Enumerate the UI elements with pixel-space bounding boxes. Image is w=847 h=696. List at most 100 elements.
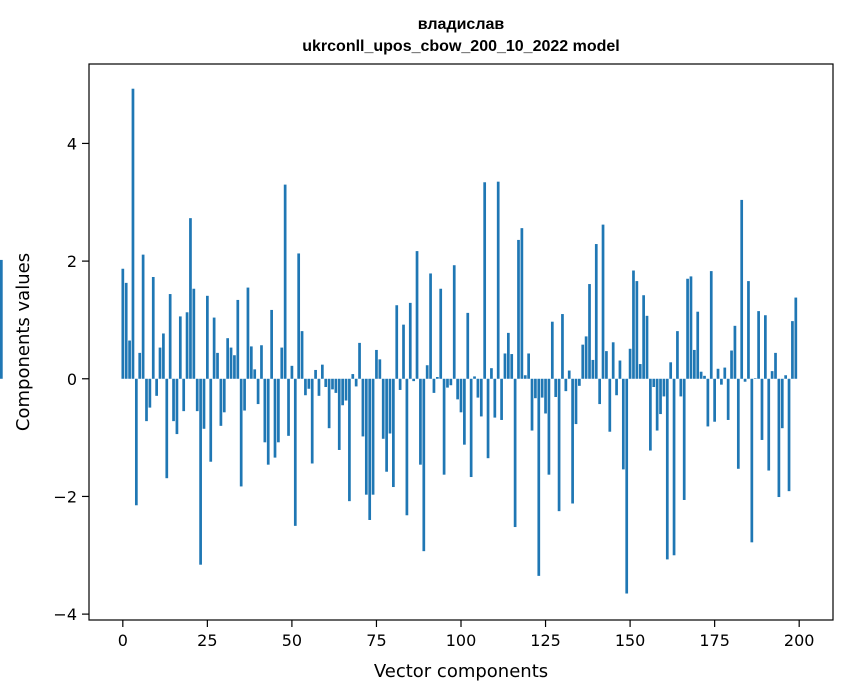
bar: [537, 378, 541, 576]
bar: [635, 281, 639, 379]
bar: [720, 378, 723, 385]
bar: [178, 316, 182, 379]
bar: [550, 321, 554, 379]
bar: [412, 378, 416, 382]
bar: [571, 378, 574, 504]
bar: [121, 268, 125, 379]
bar: [703, 375, 706, 379]
bar: [740, 199, 744, 379]
bar: [392, 378, 395, 488]
bar: [669, 362, 673, 379]
bar: [452, 265, 456, 379]
bar: [794, 297, 798, 379]
bar: [767, 378, 771, 471]
bar: [415, 251, 419, 379]
bar: [588, 284, 591, 379]
bar: [246, 287, 250, 379]
bar: [665, 378, 669, 560]
bar: [561, 314, 564, 379]
bar: [503, 353, 507, 379]
bar: [155, 378, 158, 396]
bar: [212, 317, 216, 379]
bar: [584, 336, 588, 379]
bar: [760, 378, 764, 440]
bar: [419, 378, 422, 465]
bars-group: [0, 88, 798, 594]
bar: [195, 378, 199, 412]
bar: [222, 378, 226, 413]
bar: [243, 378, 246, 411]
bar: [757, 311, 760, 379]
bar: [506, 332, 510, 379]
bar: [534, 378, 537, 399]
bar: [141, 254, 145, 379]
bar: [145, 378, 148, 422]
bar: [429, 273, 432, 379]
bar: [206, 295, 209, 379]
bar: [662, 378, 666, 397]
y-tick-label: 4: [67, 134, 77, 153]
bar: [334, 378, 338, 393]
bar: [777, 378, 781, 498]
bar: [699, 371, 703, 379]
bar: [0, 259, 3, 379]
x-tick-label: 150: [615, 631, 646, 650]
bar: [469, 378, 473, 478]
bar: [621, 378, 625, 470]
bar: [341, 378, 344, 406]
bar: [574, 378, 578, 425]
bar: [618, 360, 622, 379]
bar: [249, 346, 253, 379]
bar: [280, 347, 284, 379]
bar: [753, 378, 757, 379]
bar: [736, 378, 740, 469]
bar: [591, 359, 595, 379]
bar: [398, 378, 402, 390]
bar: [655, 378, 659, 431]
bar: [517, 239, 520, 379]
bar: [594, 244, 598, 379]
bar: [689, 276, 693, 379]
x-tick-label: 100: [446, 631, 477, 650]
bar: [236, 299, 240, 379]
bar: [331, 378, 334, 390]
bar: [300, 331, 304, 379]
bar: [239, 378, 243, 487]
x-tick-label: 50: [282, 631, 302, 650]
bar: [162, 333, 165, 379]
bar: [743, 378, 747, 382]
bar: [780, 378, 784, 429]
bar: [172, 378, 175, 422]
bar: [422, 378, 426, 552]
bar: [649, 378, 652, 451]
bar: [293, 378, 297, 526]
y-axis-label: Components values: [13, 253, 34, 431]
bar: [483, 182, 487, 379]
bar: [764, 315, 767, 379]
bar: [158, 347, 162, 379]
bar: [307, 378, 311, 389]
bar: [770, 371, 774, 379]
bar: [405, 378, 409, 516]
x-tick-label: 0: [118, 631, 128, 650]
bar: [466, 312, 470, 379]
bar: [425, 365, 429, 379]
bar: [696, 311, 700, 379]
bar: [408, 302, 412, 379]
bar: [253, 369, 257, 379]
bar: [682, 378, 686, 500]
bar: [679, 378, 683, 397]
bar: [202, 378, 206, 429]
bar: [601, 224, 605, 379]
bar: [219, 378, 223, 426]
bar: [625, 378, 629, 594]
bar: [432, 378, 436, 393]
bar: [676, 331, 679, 379]
bar: [652, 378, 656, 388]
bar: [547, 378, 551, 475]
bar: [304, 378, 307, 396]
bar: [229, 347, 233, 379]
bar: [375, 349, 378, 379]
bar: [283, 184, 287, 379]
bar: [605, 351, 608, 379]
